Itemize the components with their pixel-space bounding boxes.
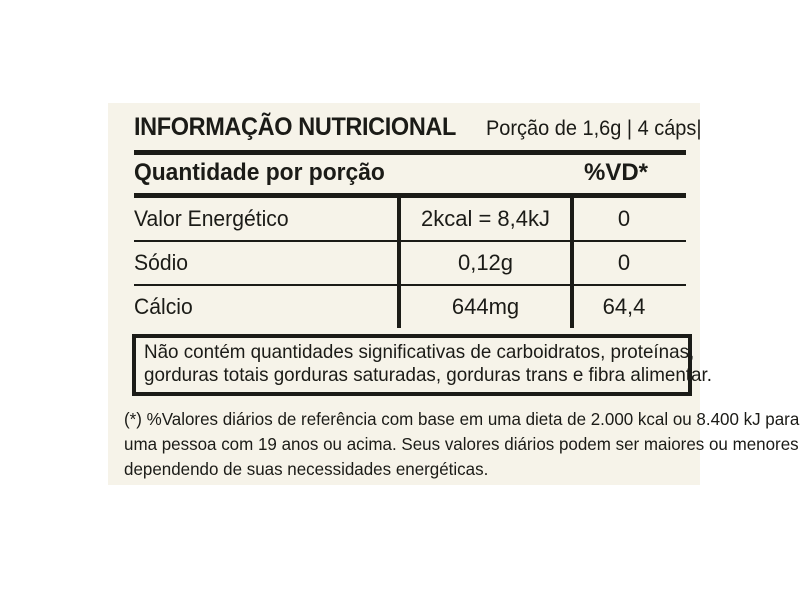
column-header-quantity: Quantidade por porção — [134, 159, 385, 186]
nutrient-daily-value: 0 — [617, 250, 631, 275]
rule-under-title — [134, 150, 686, 155]
footnote-line-2: uma pessoa com 19 anos ou acima. Seus va… — [124, 434, 799, 454]
table-header-row: Quantidade por porção %VD* — [122, 155, 674, 191]
panel-inner: INFORMAÇÃO NUTRICIONAL Porção de 1,6g | … — [122, 113, 799, 482]
table-row: Valor Energético 2kcal = 8,4kJ 0 — [122, 198, 674, 240]
nutrient-amount: 0,12g — [397, 242, 574, 284]
table-row: Cálcio 644mg 64,4 — [122, 286, 674, 328]
nutrient-daily-value: 64,4 — [602, 294, 646, 319]
serving-size-text: Porção de 1,6g | 4 cáps| — [485, 117, 702, 140]
nutrient-name: Cálcio — [134, 294, 193, 319]
rule-under-header — [134, 193, 686, 198]
label-title-row: INFORMAÇÃO NUTRICIONAL Porção de 1,6g | … — [122, 113, 701, 147]
daily-value-footnote: (*) %Valores diários de referência com b… — [124, 407, 800, 482]
row-separator — [134, 240, 686, 242]
column-header-daily-value: %VD* — [583, 159, 649, 186]
nutrient-amount: 644mg — [397, 286, 574, 328]
page-title: INFORMAÇÃO NUTRICIONAL — [134, 113, 457, 141]
note-line-1: Não contém quantidades significativas de… — [144, 341, 695, 363]
nutrition-facts-panel: INFORMAÇÃO NUTRICIONAL Porção de 1,6g | … — [108, 103, 799, 485]
nutrient-name: Sódio — [134, 250, 189, 275]
nutrient-name: Valor Energético — [134, 206, 289, 231]
note-line-2: gorduras totais gorduras saturadas, gord… — [144, 364, 712, 386]
nutrient-amount: 2kcal = 8,4kJ — [397, 198, 574, 240]
nutrient-daily-value: 0 — [617, 206, 631, 231]
insignificant-amounts-note: Não contém quantidades significativas de… — [132, 334, 712, 396]
footnote-line-1: (*) %Valores diários de referência com b… — [124, 409, 800, 429]
row-separator — [134, 284, 686, 286]
footnote-line-3: dependendo de suas necessidades energéti… — [124, 459, 489, 479]
table-row: Sódio 0,12g 0 — [122, 242, 674, 284]
